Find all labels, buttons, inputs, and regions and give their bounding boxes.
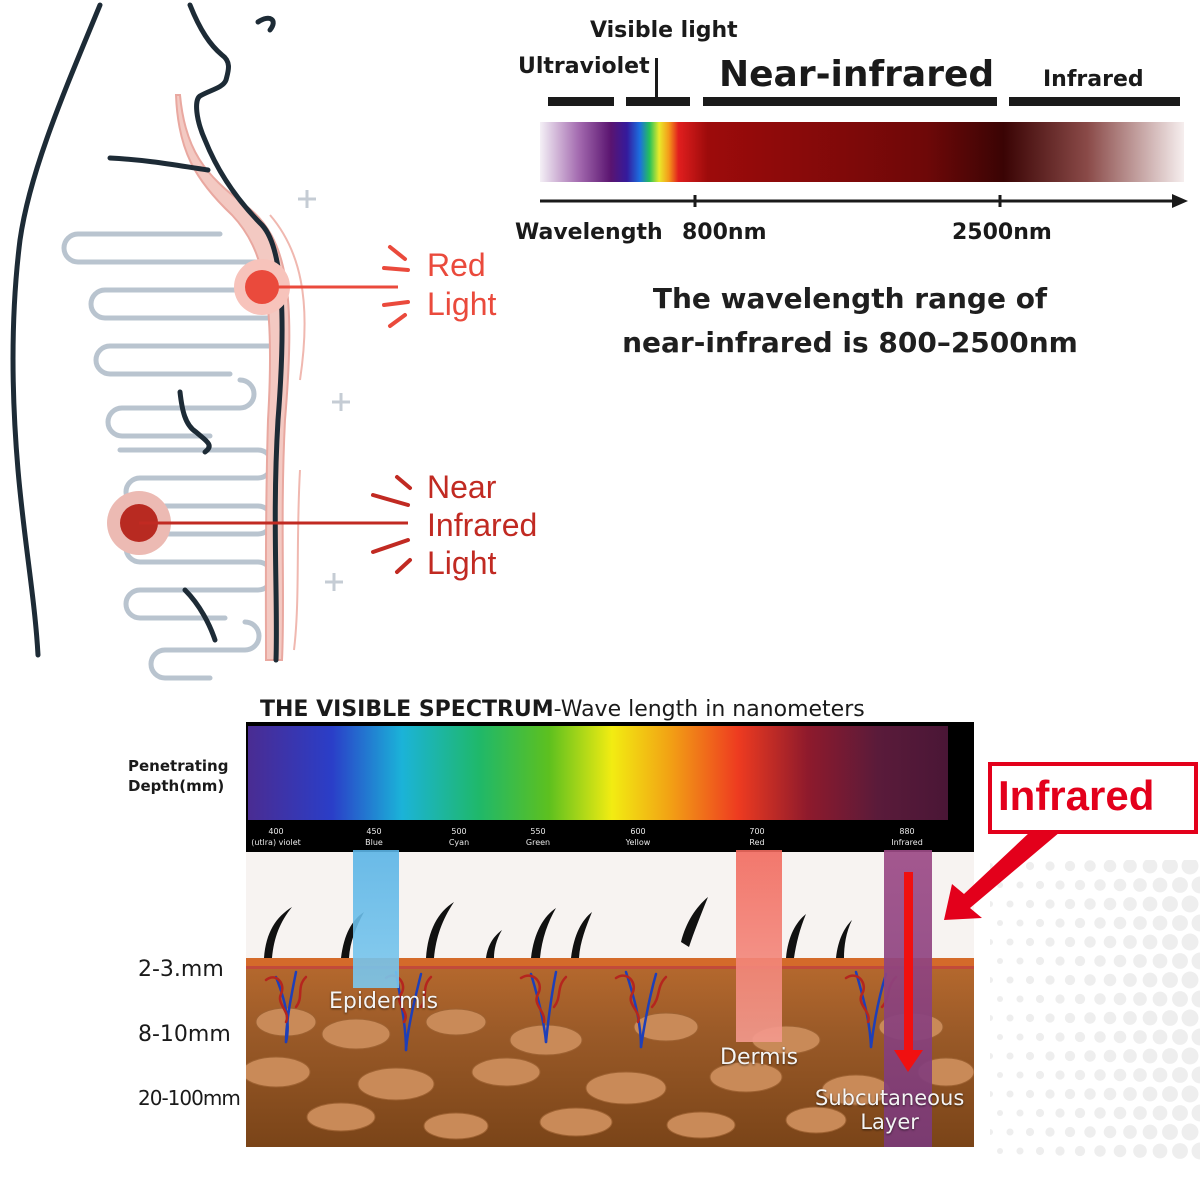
electromagnetic-spectrum-bar bbox=[540, 58, 1188, 208]
spectrum-tick-600: 600 Yellow bbox=[625, 827, 651, 847]
infrared-callout-arrow bbox=[944, 762, 1198, 920]
skin-penetration-illustration bbox=[246, 722, 974, 1147]
spectrum-tick-700: 700 Red bbox=[749, 827, 765, 847]
axis-mark-2500nm: 2500nm bbox=[952, 220, 1052, 245]
spectrum-tick-880: 880 Infrared bbox=[891, 827, 923, 847]
spectrum-tick-550: 550 Green bbox=[525, 827, 551, 847]
depth-label-dermis: 8-10mm bbox=[138, 1022, 231, 1047]
label-near-infrared: Near-infrared bbox=[719, 54, 995, 95]
spectrum-tick-450: 450 Blue bbox=[365, 827, 383, 847]
layer-label-dermis: Dermis bbox=[720, 1045, 799, 1070]
near-infrared-light-label: Near Infrared Light bbox=[427, 469, 538, 581]
axis-mark-800nm: 800nm bbox=[682, 220, 767, 245]
red-light-label: Red Light bbox=[427, 247, 497, 322]
dot-pattern-background bbox=[990, 860, 1200, 1160]
near-infrared-range-caption: The wavelength range of near-infrared is… bbox=[622, 282, 1078, 359]
depth-label-epidermis: 2-3.mm bbox=[138, 957, 224, 982]
spectrum-tick-500: 500 Cyan bbox=[448, 827, 470, 847]
infrared-callout-label: Infrared bbox=[998, 772, 1155, 819]
body-silhouette-illustration bbox=[10, 2, 412, 681]
layer-label-epidermis: Epidermis bbox=[329, 989, 439, 1014]
depth-label-subcutaneous: 20-100mm bbox=[138, 1086, 241, 1110]
spectrum-tick-400: 400 (utlra) violet bbox=[251, 827, 301, 847]
visible-spectrum-title: THE VISIBLE SPECTRUM-Wave length in nano… bbox=[260, 697, 865, 722]
label-infrared: Infrared bbox=[1043, 67, 1144, 92]
label-visible-light: Visible light bbox=[590, 18, 738, 43]
axis-label-wavelength: Wavelength bbox=[515, 220, 663, 245]
penetrating-depth-header: Penetrating Depth(mm) bbox=[128, 757, 229, 795]
label-ultraviolet: Ultraviolet bbox=[518, 54, 650, 79]
layer-label-subcutaneous: Subcutaneous Layer bbox=[815, 1086, 965, 1134]
